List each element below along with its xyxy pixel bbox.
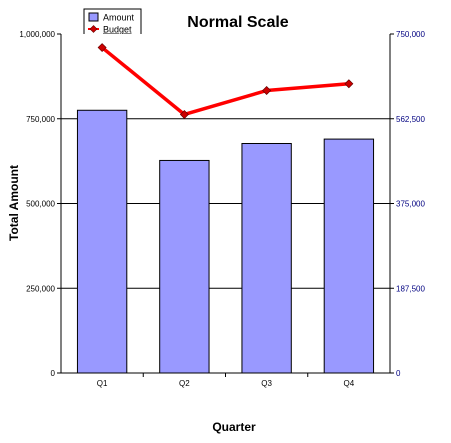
y2-tick-label: 750,000 — [396, 30, 425, 39]
x-tick-label: Q3 — [261, 379, 272, 388]
x-tick-label: Q4 — [344, 379, 355, 388]
bar — [159, 159, 210, 374]
budget-marker — [179, 109, 189, 119]
x-tick-label: Q2 — [179, 379, 190, 388]
y2-tick-label: 0 — [396, 369, 401, 378]
bar — [76, 109, 128, 374]
budget-line — [101, 46, 350, 117]
x-axis-title: Quarter — [212, 420, 256, 434]
legend-marker-budget — [89, 25, 98, 33]
legend: Amount Budget — [83, 8, 142, 38]
y2-tick-label: 375,000 — [396, 200, 425, 209]
budget-marker — [344, 79, 354, 89]
budget-marker — [97, 43, 107, 53]
legend-label-amount: Amount — [103, 13, 135, 23]
y-tick-label: 250,000 — [26, 284, 55, 293]
y-tick-label: 500,000 — [26, 200, 55, 209]
budget-marker — [262, 86, 272, 95]
bar — [323, 138, 375, 374]
legend-swatch-amount — [88, 12, 99, 22]
y2-tick-label: 187,500 — [396, 284, 425, 293]
y-tick-label: 0 — [51, 369, 56, 378]
y-tick-label: 750,000 — [26, 115, 55, 124]
left-axis-ticks: 0 250,000 500,000 750,000 1,000,000 — [19, 30, 61, 378]
bars — [76, 109, 375, 374]
y-axis-title: Total Amount — [7, 165, 21, 241]
budget-series — [97, 43, 354, 119]
y-tick-label: 1,000,000 — [19, 30, 55, 39]
chart-title: Normal Scale — [187, 14, 288, 31]
bar — [241, 142, 292, 374]
x-axis-ticks: Q1 Q2 Q3 Q4 — [97, 373, 355, 388]
legend-label-budget: Budget — [103, 25, 132, 35]
y2-tick-label: 562,500 — [396, 115, 425, 124]
right-axis-ticks: 0 187,500 375,000 562,500 750,000 — [390, 30, 425, 378]
x-tick-label: Q1 — [97, 379, 108, 388]
